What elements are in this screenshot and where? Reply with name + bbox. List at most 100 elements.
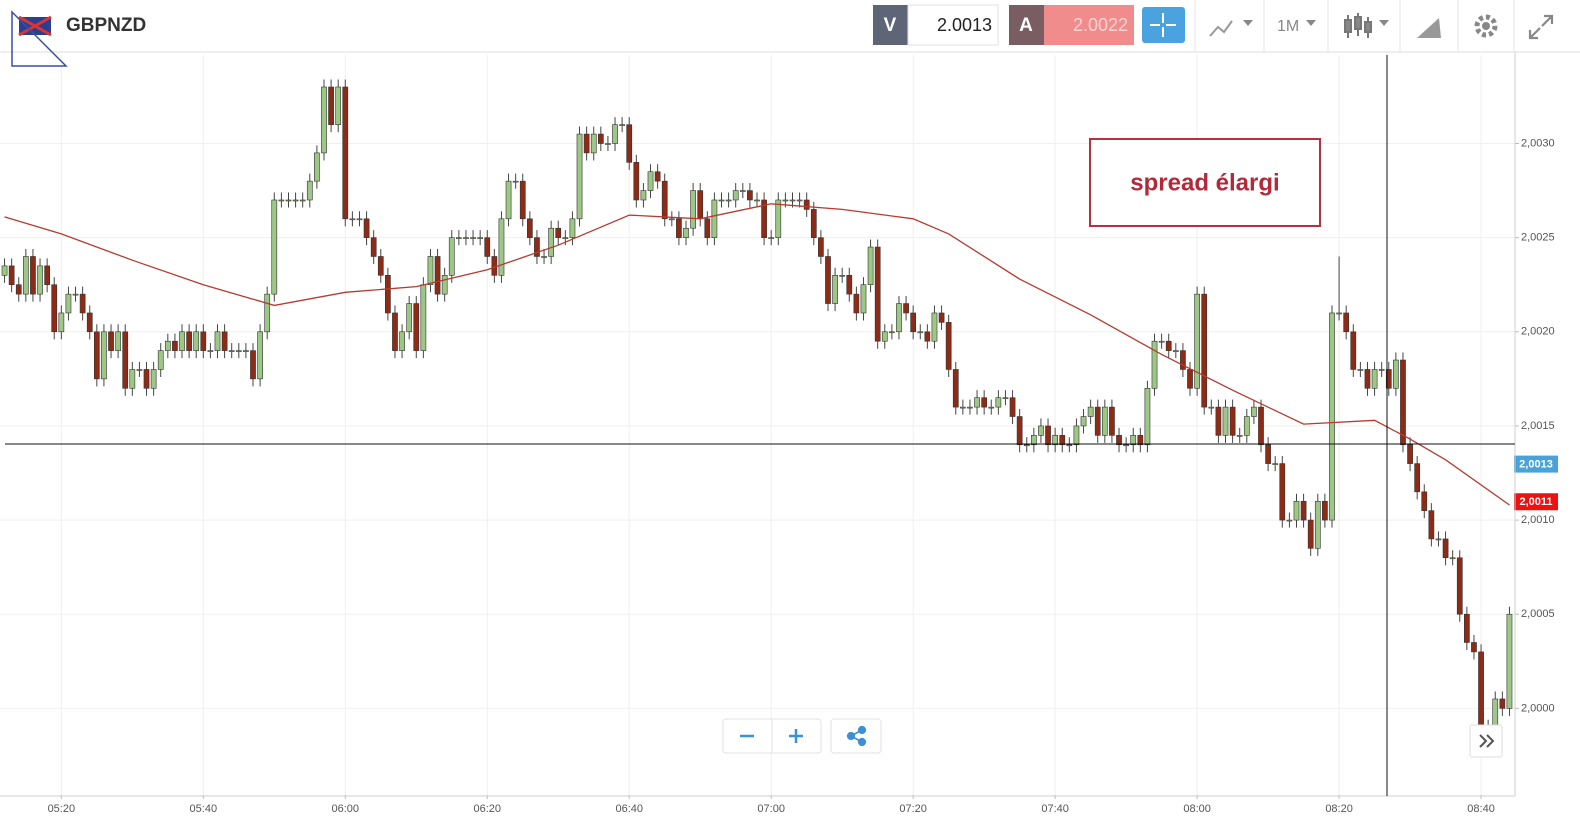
candle-body <box>995 397 1002 408</box>
candle-body <box>257 331 263 380</box>
candle-body <box>583 133 590 154</box>
candle-body <box>718 199 725 202</box>
candle-body <box>370 237 377 257</box>
candle-body <box>235 350 242 352</box>
candle-body <box>136 369 143 371</box>
chart-type-icon[interactable] <box>1344 13 1372 38</box>
candle-body <box>51 284 58 333</box>
candle-body <box>264 293 271 333</box>
candle-body <box>1201 293 1208 408</box>
candle-body <box>739 190 746 192</box>
dropdown-arrow[interactable] <box>1379 20 1389 26</box>
candle-body <box>22 256 29 295</box>
annotation-box <box>1089 138 1321 227</box>
annotation-text: spread élargi <box>1130 169 1279 196</box>
x-tick-label: 06:40 <box>615 803 643 815</box>
candle-body <box>1350 331 1357 370</box>
sell-label[interactable]: V <box>884 15 897 36</box>
x-tick-label: 06:00 <box>332 803 360 815</box>
y-tick-label: 2,0010 <box>1521 514 1555 526</box>
candle-body <box>626 124 633 163</box>
candle-body <box>164 340 171 351</box>
candle-body <box>1357 369 1364 371</box>
candle-body <box>1137 435 1144 446</box>
candle-body <box>456 237 462 239</box>
candle-body <box>498 218 505 276</box>
crosshair-button[interactable] <box>1142 7 1185 43</box>
sell-price[interactable]: 2.0013 <box>937 15 992 35</box>
candle-body <box>1336 312 1342 315</box>
candle-body <box>434 256 441 295</box>
candle-body <box>519 180 526 220</box>
collapse-icon[interactable] <box>1528 14 1554 40</box>
candle-body <box>597 133 604 144</box>
candle-body <box>619 124 625 126</box>
draw-icon[interactable] <box>1417 18 1441 38</box>
candle-body <box>172 340 178 351</box>
timeframe[interactable]: 1M <box>1277 18 1299 35</box>
sell-price-box[interactable] <box>907 4 999 46</box>
candle-body <box>754 199 760 202</box>
candle-body <box>1073 425 1080 446</box>
x-tick-label: 06:20 <box>473 803 501 815</box>
candle-body <box>796 199 803 202</box>
candle-body <box>761 199 767 238</box>
candle-body <box>86 312 93 333</box>
dropdown-arrow[interactable] <box>1243 20 1253 26</box>
candle-body <box>711 199 718 238</box>
candle-body <box>1421 491 1428 511</box>
candle-body <box>676 218 682 238</box>
candle-body <box>647 171 654 191</box>
candle-body <box>1109 406 1115 436</box>
buy-price-box[interactable] <box>1044 5 1134 45</box>
candle-body <box>1229 406 1236 436</box>
candle-body <box>115 331 121 351</box>
candle-body <box>867 246 874 286</box>
candle-body <box>654 171 661 182</box>
candle-body <box>314 152 320 182</box>
settings-icon[interactable] <box>1474 14 1498 38</box>
overlay: spread élargi GBPNZD V 2.0013 A 2.0022 <box>0 0 1580 797</box>
candle-body <box>1180 350 1186 370</box>
buy-label[interactable]: A <box>1019 15 1033 36</box>
candle-body <box>306 180 313 201</box>
candle-body <box>1300 500 1307 521</box>
candle-body <box>960 406 966 409</box>
dropdown-arrow[interactable] <box>1306 20 1316 26</box>
candle-body <box>1194 293 1200 389</box>
candle-body <box>356 218 363 221</box>
candle-body <box>477 237 484 239</box>
candle-body <box>881 331 888 342</box>
candle-body <box>1506 613 1513 709</box>
candle-body <box>1208 406 1215 409</box>
candle-body <box>1286 519 1293 522</box>
candle-body <box>363 218 370 238</box>
buy-price[interactable]: 2.0022 <box>1073 15 1128 35</box>
candle-body <box>328 86 334 125</box>
candle-body <box>725 199 732 202</box>
candle-body <box>292 199 299 202</box>
candle-body <box>1464 613 1470 643</box>
candle-body <box>640 190 647 201</box>
candle-body <box>1187 369 1193 389</box>
candle-body <box>1094 406 1101 436</box>
share-button[interactable] <box>830 718 882 754</box>
candle-body <box>1307 519 1314 549</box>
candle-body <box>30 256 36 295</box>
indicator-icon[interactable] <box>1209 20 1233 37</box>
candle-body <box>72 293 79 296</box>
candle-body <box>58 312 65 333</box>
candle-body <box>1087 406 1094 417</box>
candle-body <box>704 218 711 238</box>
candle-body <box>1407 444 1413 464</box>
candle-body <box>427 256 434 286</box>
candle-body <box>1066 444 1073 447</box>
x-tick-label: 07:20 <box>899 803 927 815</box>
x-tick-label: 05:20 <box>48 803 76 815</box>
sell-label-box[interactable] <box>873 5 908 45</box>
buy-label-box[interactable] <box>1009 5 1044 45</box>
candle-body <box>1343 312 1350 333</box>
candle-body <box>541 256 547 258</box>
candle-body <box>512 180 519 183</box>
